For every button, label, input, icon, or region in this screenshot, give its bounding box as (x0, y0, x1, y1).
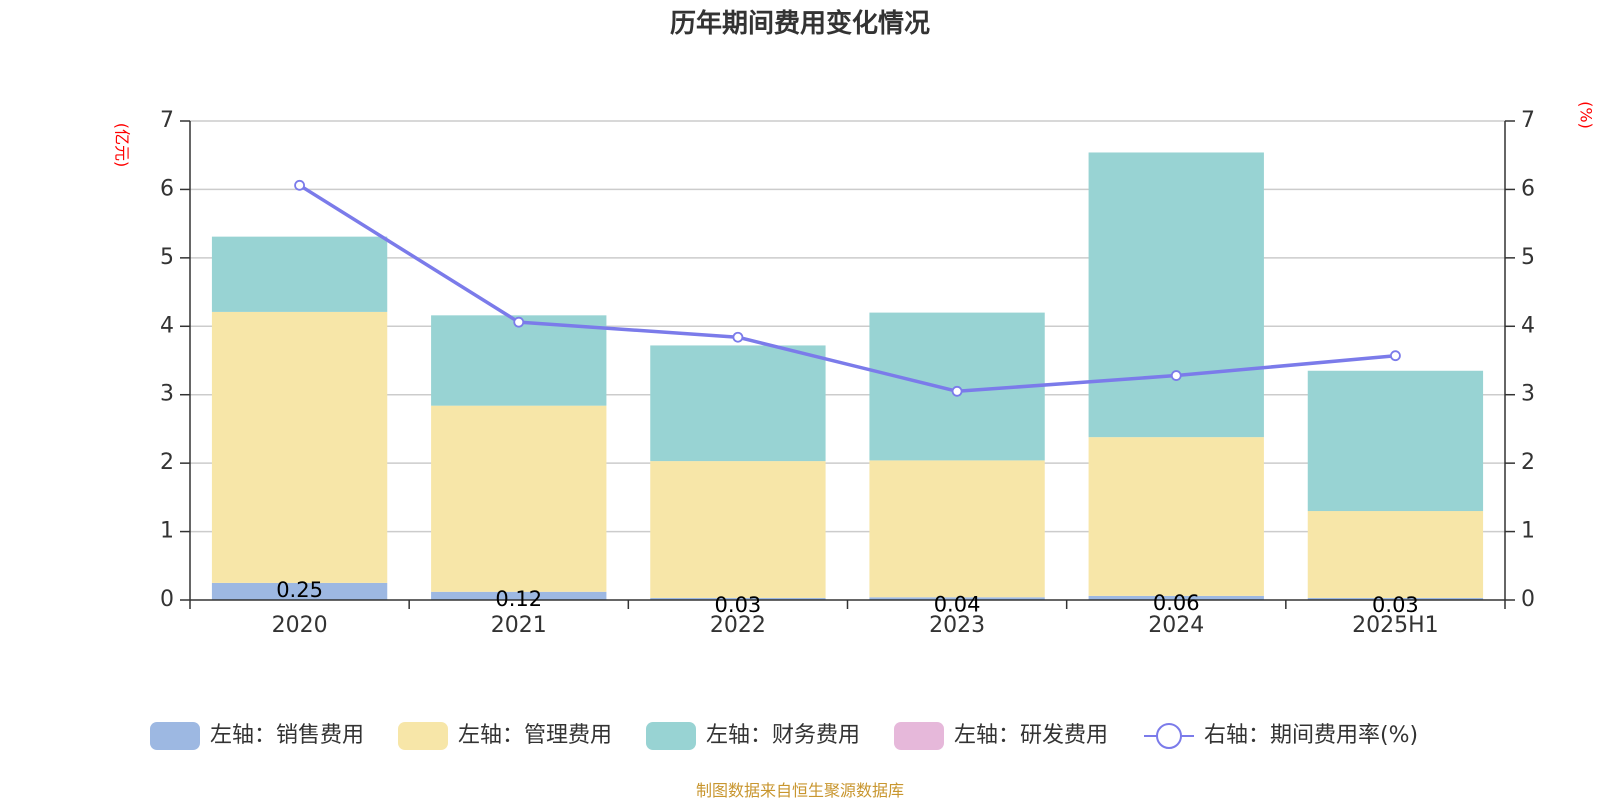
bar-segment (869, 460, 1045, 598)
left-tick-label: 1 (160, 519, 174, 544)
rate-point (1390, 350, 1401, 362)
bar-segment (650, 597, 826, 600)
right-tick-label: 7 (1521, 108, 1535, 133)
gridlines (190, 120, 1505, 533)
left-tick-label: 6 (160, 176, 174, 201)
legend: 左轴：销售费用 左轴：管理费用 左轴：财务费用 左轴：研发费用 右轴：期间费用率(%) (150, 722, 1418, 750)
legend-label: 左轴：财务费用 (706, 723, 860, 748)
legend-label: 右轴：期间费用率(%) (1204, 723, 1418, 748)
bars (211, 152, 1484, 600)
left-tick-label: 7 (160, 108, 174, 133)
bar-segment (869, 597, 1045, 600)
data-label: 0.03 (1372, 593, 1419, 617)
bar-segment (431, 315, 607, 406)
legend-swatch (894, 722, 944, 750)
left-tick-label: 4 (160, 313, 174, 338)
data-labels: 0.25 0.12 0.03 0.04 0.06 0.03 (276, 578, 1419, 617)
right-tick-label: 5 (1521, 245, 1535, 270)
data-label: 0.12 (495, 587, 542, 611)
left-tick-label: 5 (160, 245, 174, 270)
right-tick-label: 4 (1521, 313, 1535, 338)
data-label: 0.04 (934, 592, 981, 616)
right-axis-unit: (%) (1577, 101, 1596, 129)
chart-title: 历年期间费用变化情况 (670, 8, 930, 39)
data-label: 0.03 (715, 593, 762, 617)
right-tick-label: 6 (1521, 176, 1535, 201)
legend-label: 左轴：销售费用 (210, 723, 364, 748)
legend-swatch (398, 722, 448, 750)
data-label: 0.06 (1153, 591, 1200, 615)
left-tick-label: 2 (160, 450, 174, 475)
bar-segment (431, 591, 607, 600)
source-note: 制图数据来自恒生聚源数据库 (696, 781, 904, 800)
legend-label: 左轴：管理费用 (458, 723, 612, 748)
bar-segment (1088, 437, 1264, 596)
axes: 0 1 2 3 4 5 6 7 0 1 2 3 4 5 6 7 2020 2021 2022 2023 2024 2025… (160, 108, 1535, 638)
x-tick-label: 2020 (272, 613, 328, 638)
right-tick-label: 1 (1521, 519, 1535, 544)
rate-point (294, 179, 305, 191)
bar-segment (1088, 152, 1264, 438)
rate-point (513, 316, 525, 328)
rate-line-path (298, 183, 1396, 394)
bar-segment (650, 345, 826, 462)
x-tick-label: 2024 (1148, 613, 1204, 638)
left-tick-label: 3 (160, 382, 174, 407)
rate-line (294, 179, 1401, 397)
left-axis-unit: (亿元) (113, 123, 132, 168)
x-tick-label: 2023 (929, 613, 985, 638)
bar-segment (1307, 370, 1484, 512)
legend-swatch (150, 722, 200, 750)
legend-swatch (646, 722, 696, 750)
right-tick-label: 3 (1521, 382, 1535, 407)
right-tick-label: 2 (1521, 450, 1535, 475)
rate-point (732, 331, 744, 343)
data-label: 0.25 (276, 578, 323, 602)
legend-label: 左轴：研发费用 (954, 723, 1108, 748)
right-tick-label: 0 (1521, 587, 1535, 612)
bar-segment (431, 405, 607, 592)
x-tick-label: 2025H1 (1352, 613, 1439, 638)
left-tick-label: 0 (160, 587, 174, 612)
bar-segment (1307, 511, 1484, 598)
bar-segment (211, 582, 388, 600)
x-tick-label: 2021 (491, 613, 547, 638)
bar-segment (1088, 595, 1264, 600)
bar-segment (1307, 597, 1484, 600)
bar-segment (211, 236, 388, 312)
bar-segment (650, 461, 826, 598)
rate-point (951, 385, 963, 397)
bar-segment (211, 311, 388, 583)
legend-marker (1156, 723, 1182, 749)
x-tick-label: 2022 (710, 613, 766, 638)
rate-point (1170, 370, 1182, 381)
